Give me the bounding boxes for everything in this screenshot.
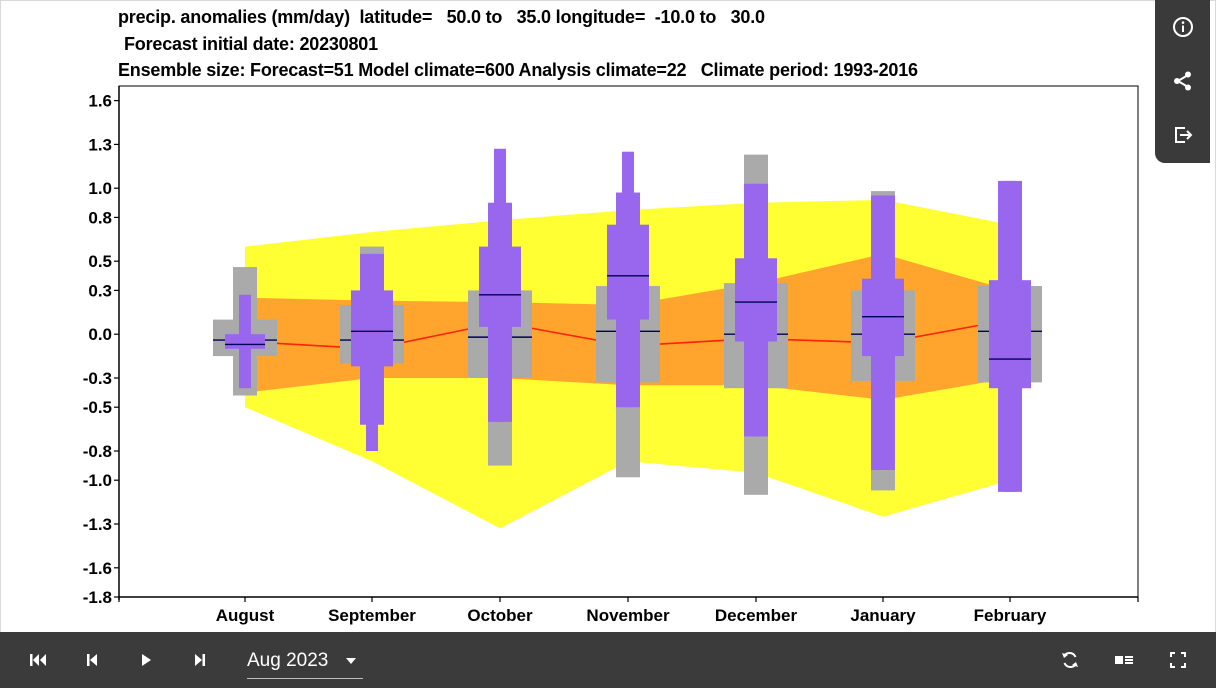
y-tick-label: -0.8 xyxy=(83,442,112,461)
forecast-quartile-box xyxy=(735,258,777,342)
x-tick-label: January xyxy=(850,606,916,625)
export-button[interactable] xyxy=(1155,108,1210,162)
y-tick-label: -1.6 xyxy=(83,559,112,578)
forecast-box xyxy=(989,180,1031,492)
playback-toolbar: Aug 2023 xyxy=(0,632,1216,688)
skip-to-first-button[interactable] xyxy=(18,632,58,688)
play-button[interactable] xyxy=(126,632,166,688)
chart-plot: 1.6 1.3 1.0 0.8 0.5 0.3 0.0 -0.3 -0.5 -0.8 -1.0 -1.… xyxy=(83,85,1139,625)
x-tick-label: November xyxy=(586,606,670,625)
y-tick-label: -1.0 xyxy=(83,471,112,490)
forecast-quartile-box xyxy=(225,334,265,349)
export-icon xyxy=(1174,127,1192,143)
chevron-down-icon xyxy=(346,658,356,664)
forecast-quartile-box xyxy=(479,246,521,327)
y-tick-label: 1.3 xyxy=(88,135,112,154)
share-icon xyxy=(1173,71,1191,91)
step-back-icon xyxy=(87,654,97,666)
skip-first-icon xyxy=(30,654,46,666)
x-tick-label: August xyxy=(216,606,275,625)
forecast-box xyxy=(351,253,393,451)
y-tick-label: 0.8 xyxy=(88,208,112,227)
chart-header-line-2: Forecast initial date: 20230801 xyxy=(124,34,378,54)
forecast-quartile-box xyxy=(862,278,904,357)
x-tick-label: October xyxy=(467,606,533,625)
chart-header-line-1: precip. anomalies (mm/day) latitude= 50.… xyxy=(118,7,765,27)
forecast-quartile-box xyxy=(351,290,393,367)
share-button[interactable] xyxy=(1155,54,1210,108)
step-back-button[interactable] xyxy=(72,632,112,688)
x-tick-label: September xyxy=(328,606,416,625)
x-tick-label: February xyxy=(974,606,1047,625)
forecast-box xyxy=(607,151,649,408)
info-icon xyxy=(1172,17,1193,37)
legend-button[interactable] xyxy=(1104,632,1144,688)
y-tick-label: 0.0 xyxy=(88,325,112,344)
play-icon xyxy=(142,654,151,666)
step-forward-button[interactable] xyxy=(180,632,220,688)
fullscreen-button[interactable] xyxy=(1158,632,1198,688)
y-tick-label: 0.3 xyxy=(88,281,112,300)
x-tick-label: December xyxy=(715,606,798,625)
date-select-value: Aug 2023 xyxy=(247,650,329,671)
step-forward-icon xyxy=(195,654,205,666)
forecast-box xyxy=(479,148,521,422)
y-tick-label: -1.3 xyxy=(83,515,112,534)
fullscreen-icon xyxy=(1170,652,1186,668)
refresh-icon xyxy=(1062,651,1078,669)
y-tick-label: -0.3 xyxy=(83,369,112,388)
y-tick-label: 1.6 xyxy=(88,92,112,111)
info-button[interactable] xyxy=(1155,0,1210,54)
forecast-box xyxy=(225,294,265,389)
forecast-quartile-box xyxy=(607,224,649,320)
legend-icon xyxy=(1115,656,1133,664)
side-panel xyxy=(1155,0,1210,163)
forecast-box xyxy=(735,183,777,437)
date-select[interactable]: Aug 2023 xyxy=(247,644,363,679)
y-tick-label: -1.8 xyxy=(83,588,112,607)
forecast-quartile-box xyxy=(989,280,1031,389)
forecast-box xyxy=(862,195,904,470)
y-tick-label: 1.0 xyxy=(88,179,112,198)
refresh-button[interactable] xyxy=(1050,632,1090,688)
y-tick-label: 0.5 xyxy=(88,252,112,271)
y-tick-label: -0.5 xyxy=(83,398,112,417)
chart-header-line-3: Ensemble size: Forecast=51 Model climate… xyxy=(118,60,918,80)
